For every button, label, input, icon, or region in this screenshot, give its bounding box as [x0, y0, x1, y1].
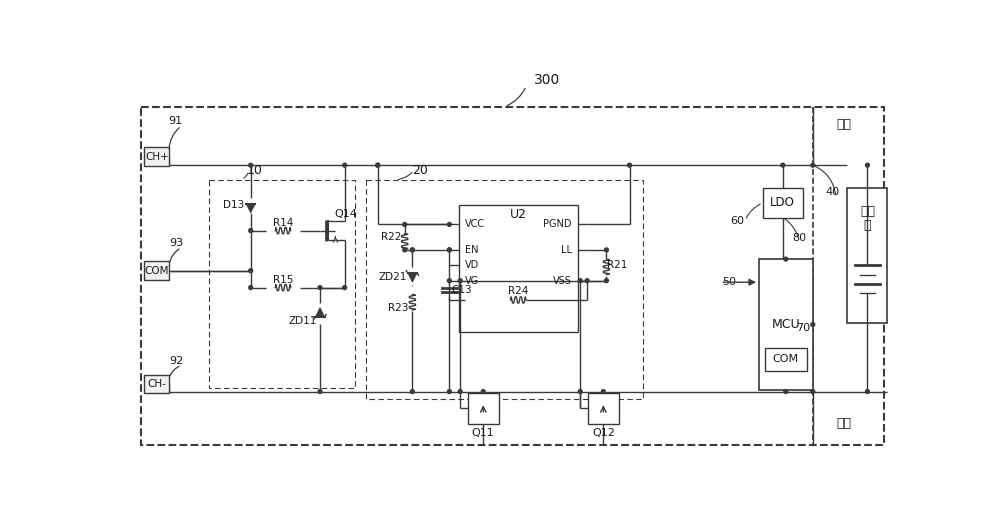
Bar [141, 107, 884, 446]
Circle shape [447, 279, 451, 282]
Bar [847, 188, 887, 323]
Polygon shape [315, 308, 325, 317]
Circle shape [410, 390, 414, 393]
Circle shape [811, 323, 815, 326]
Circle shape [318, 286, 322, 290]
Bar [588, 393, 619, 424]
Polygon shape [408, 273, 417, 282]
Polygon shape [246, 203, 255, 213]
Text: 20: 20 [412, 164, 428, 177]
Circle shape [343, 163, 347, 167]
Text: VCC: VCC [465, 220, 485, 230]
Circle shape [784, 390, 788, 393]
Text: COM: COM [145, 266, 169, 276]
Text: EN: EN [465, 245, 478, 255]
Circle shape [376, 163, 380, 167]
Text: C13: C13 [451, 285, 472, 295]
Circle shape [458, 390, 462, 393]
Text: LDO: LDO [770, 197, 795, 209]
Circle shape [447, 248, 451, 252]
Text: 电池: 电池 [860, 205, 875, 218]
Text: MCU: MCU [772, 318, 800, 331]
Circle shape [578, 279, 582, 282]
Circle shape [481, 390, 485, 393]
Circle shape [376, 163, 380, 167]
Text: 91: 91 [168, 116, 182, 126]
Circle shape [343, 286, 347, 290]
Text: COM: COM [773, 354, 799, 364]
Text: CH+: CH+ [145, 152, 169, 162]
Circle shape [318, 390, 322, 393]
Text: 70: 70 [796, 323, 811, 333]
Circle shape [866, 163, 869, 167]
Bar [144, 262, 169, 280]
Bar [209, 180, 355, 388]
Text: VSS: VSS [553, 276, 572, 286]
Circle shape [249, 229, 253, 233]
Circle shape [403, 248, 407, 252]
Circle shape [605, 279, 608, 282]
Text: R14: R14 [273, 218, 293, 228]
Text: ZD11: ZD11 [289, 316, 317, 326]
Text: R23: R23 [388, 303, 409, 313]
Text: R24: R24 [508, 286, 528, 295]
Circle shape [447, 390, 451, 393]
Text: LL: LL [561, 245, 572, 255]
Text: VG: VG [465, 276, 479, 286]
Text: 组: 组 [864, 219, 871, 232]
Bar [468, 393, 499, 424]
Circle shape [781, 163, 785, 167]
Circle shape [601, 390, 605, 393]
Circle shape [866, 390, 869, 393]
Circle shape [605, 248, 608, 252]
Bar [763, 188, 803, 218]
Circle shape [410, 248, 414, 252]
Text: 80: 80 [793, 233, 807, 243]
Text: R15: R15 [273, 275, 293, 285]
Text: Q11: Q11 [472, 428, 495, 438]
Text: D13: D13 [223, 200, 244, 210]
Circle shape [458, 279, 462, 282]
Circle shape [249, 163, 253, 167]
Text: R22: R22 [381, 232, 401, 242]
Text: Q14: Q14 [335, 209, 358, 219]
Bar [144, 147, 169, 166]
Circle shape [811, 163, 815, 167]
Text: VD: VD [465, 260, 479, 270]
Circle shape [628, 163, 631, 167]
Circle shape [403, 222, 407, 226]
Text: ZD21: ZD21 [379, 272, 407, 282]
Text: 93: 93 [170, 238, 184, 248]
Circle shape [578, 390, 582, 393]
Text: 92: 92 [170, 356, 184, 366]
Text: PGND: PGND [543, 220, 572, 230]
Circle shape [249, 286, 253, 290]
Bar [144, 374, 169, 393]
Text: 40: 40 [825, 187, 839, 197]
Circle shape [585, 279, 589, 282]
Bar [765, 348, 807, 371]
Text: 负极: 负极 [836, 417, 851, 429]
Text: 60: 60 [730, 215, 744, 225]
Circle shape [410, 248, 414, 252]
Bar [459, 205, 578, 332]
Circle shape [784, 257, 788, 261]
Text: R21: R21 [607, 260, 627, 270]
Text: 50: 50 [723, 277, 737, 287]
Circle shape [447, 222, 451, 226]
Circle shape [447, 248, 451, 252]
Bar [366, 180, 643, 399]
Circle shape [249, 269, 253, 272]
Text: 300: 300 [534, 73, 560, 87]
Text: CH-: CH- [147, 379, 166, 389]
Text: Q12: Q12 [592, 428, 615, 438]
Text: 正极: 正极 [836, 118, 851, 131]
Text: 10: 10 [247, 164, 262, 177]
Bar [759, 259, 813, 390]
Circle shape [811, 390, 815, 393]
Text: U2: U2 [510, 208, 527, 221]
